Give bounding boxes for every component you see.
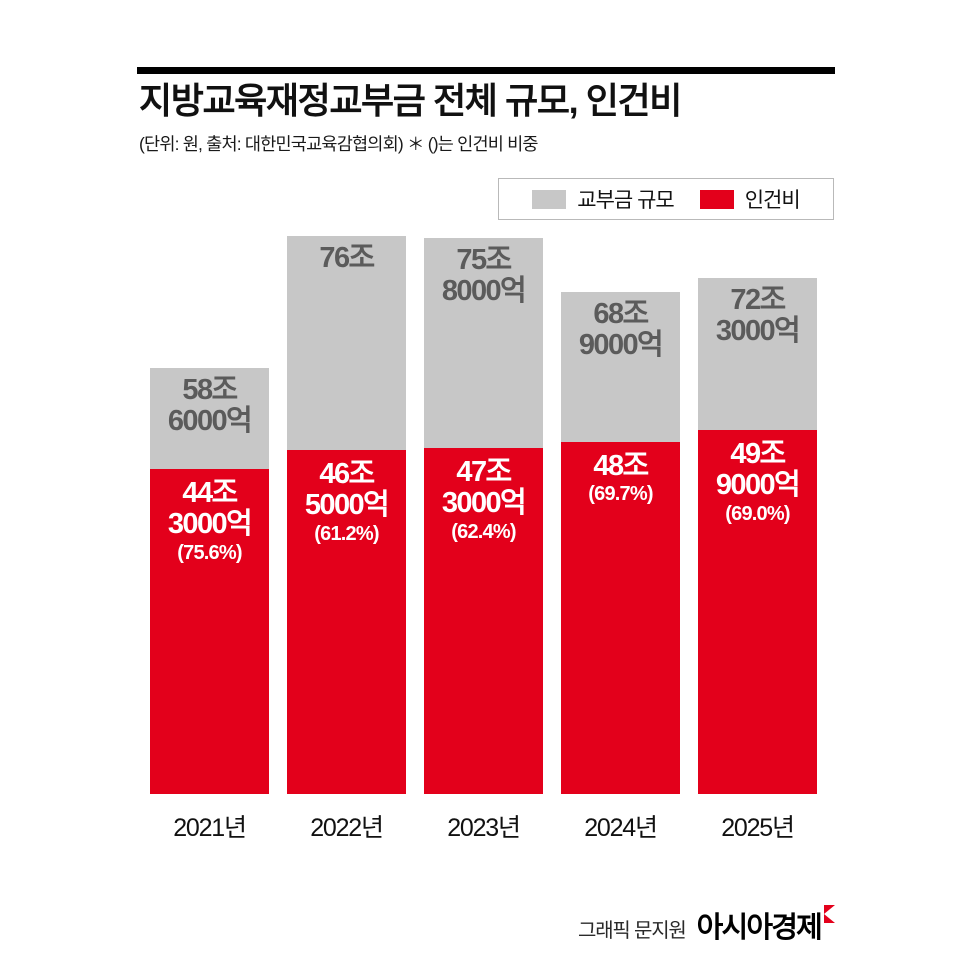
bar-label-total-2022-line1: 76조: [319, 242, 375, 274]
bar-label-personnel-2023: 47조 3000억 (62.4%): [424, 456, 543, 545]
bar-segment-personnel-2025[interactable]: 49조 9000억 (69.0%): [698, 430, 817, 794]
legend-label-total: 교부금 규모: [577, 189, 674, 212]
bar-label-total-2021-line1: 58조: [182, 374, 238, 406]
x-axis-label-2024: 2024년: [584, 814, 658, 842]
x-axis-label-2025: 2025년: [721, 814, 795, 842]
bar-share-2024: (69.7%): [588, 483, 653, 506]
brand-logo: 아시아경제: [697, 904, 835, 946]
bar-label-personnel-2021: 44조 3000억 (75.6%): [150, 477, 269, 566]
bar-label-personnel-2025-line1: 49조: [730, 438, 786, 470]
x-axis-label-2021: 2021년: [173, 814, 247, 842]
bar-group-2024[interactable]: 68조 9000억 48조 (69.7%): [561, 292, 680, 794]
bar-segment-total-2022[interactable]: 76조: [287, 236, 406, 450]
bar-segment-total-2024[interactable]: 68조 9000억: [561, 292, 680, 442]
bar-label-total-2022: 76조: [287, 242, 406, 274]
bar-label-personnel-2025-line2: 9000억: [715, 469, 801, 502]
legend-item-total[interactable]: 교부금 규모: [532, 184, 675, 214]
bar-label-personnel-2023-line2: 3000억: [441, 487, 527, 520]
legend-item-personnel[interactable]: 인건비: [699, 184, 801, 214]
bar-label-total-2023-line2: 8000억: [441, 275, 527, 308]
bar-label-personnel-2022-line2: 5000억: [304, 489, 390, 522]
footer: 그래픽 문지원 아시아경제: [578, 904, 835, 946]
red-square-swatch-icon: [699, 189, 734, 209]
bar-group-2021[interactable]: 58조 6000억 44조 3000억 (75.6%): [150, 368, 269, 794]
bar-share-2025: (69.0%): [725, 502, 790, 525]
bar-share-2022: (61.2%): [314, 522, 379, 545]
chart-subtitle: (단위: 원, 출처: 대한민국교육감협의회) ＊ ()는 인건비 비중: [139, 134, 539, 154]
x-axis-label-2023: 2023년: [447, 814, 521, 842]
brand-name: 아시아경제: [696, 912, 823, 944]
bar-label-total-2025: 72조 3000억: [698, 284, 817, 348]
bar-label-total-2021: 58조 6000억: [150, 374, 269, 438]
legend-label-personnel: 인건비: [744, 189, 801, 212]
bar-label-total-2024-line1: 68조: [593, 298, 649, 330]
bar-segment-total-2025[interactable]: 72조 3000억: [698, 278, 817, 430]
left-pointing-triangle-icon: [824, 905, 835, 923]
bar-group-2025[interactable]: 72조 3000억 49조 9000억 (69.0%): [698, 278, 817, 794]
x-axis-label-2022: 2022년: [310, 814, 384, 842]
bar-segment-personnel-2023[interactable]: 47조 3000억 (62.4%): [424, 448, 543, 794]
bar-label-personnel-2021-line1: 44조: [182, 477, 238, 509]
bar-label-personnel-2021-line2: 3000억: [167, 508, 253, 541]
bar-label-personnel-2025: 49조 9000억 (69.0%): [698, 438, 817, 527]
page-title: 지방교육재정교부금 전체 규모, 인건비: [139, 80, 682, 121]
bar-share-2023: (62.4%): [451, 520, 516, 543]
bar-label-total-2024: 68조 9000억: [561, 298, 680, 362]
chart-legend: 교부금 규모 인건비: [498, 178, 834, 220]
bar-segment-personnel-2022[interactable]: 46조 5000억 (61.2%): [287, 450, 406, 794]
bar-label-total-2021-line2: 6000억: [167, 405, 253, 438]
bar-label-total-2024-line2: 9000억: [578, 329, 664, 362]
bar-group-2023[interactable]: 75조 8000억 47조 3000억 (62.4%): [424, 238, 543, 794]
bar-segment-personnel-2024[interactable]: 48조 (69.7%): [561, 442, 680, 794]
bar-label-personnel-2024-line1: 48조: [593, 450, 649, 482]
bar-segment-total-2023[interactable]: 75조 8000억: [424, 238, 543, 448]
bar-label-personnel-2022-line1: 46조: [319, 458, 375, 490]
bar-label-total-2023: 75조 8000억: [424, 244, 543, 308]
title-rule: [137, 67, 835, 74]
bar-label-total-2025-line1: 72조: [730, 284, 786, 316]
bar-label-total-2023-line1: 75조: [456, 244, 512, 276]
bar-label-personnel-2023-line1: 47조: [456, 456, 512, 488]
bar-segment-personnel-2021[interactable]: 44조 3000억 (75.6%): [150, 469, 269, 794]
bar-segment-total-2021[interactable]: 58조 6000억: [150, 368, 269, 469]
bar-label-personnel-2024: 48조 (69.7%): [561, 450, 680, 507]
bar-group-2022[interactable]: 76조 46조 5000억 (61.2%): [287, 236, 406, 794]
graphic-credit: 그래픽 문지원: [578, 920, 687, 942]
bar-label-total-2025-line2: 3000억: [715, 315, 801, 348]
bar-share-2021: (75.6%): [177, 541, 242, 564]
bar-label-personnel-2022: 46조 5000억 (61.2%): [287, 458, 406, 547]
gray-square-swatch-icon: [532, 189, 567, 209]
